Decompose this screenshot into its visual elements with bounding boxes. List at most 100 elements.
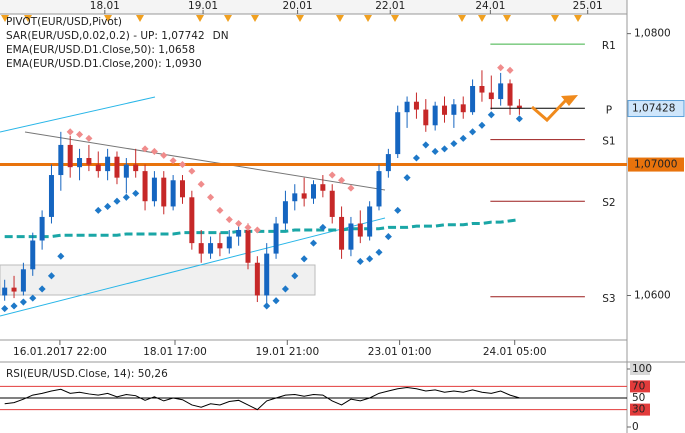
event-marker bbox=[251, 15, 259, 22]
candle-body bbox=[67, 144, 73, 168]
event-markers bbox=[1, 15, 582, 22]
sar-dot bbox=[178, 161, 187, 169]
candle-body bbox=[470, 86, 476, 113]
y-tick-label: 0 bbox=[632, 421, 639, 433]
sar-dot bbox=[272, 297, 280, 305]
candle-body bbox=[507, 83, 513, 106]
candle-body bbox=[479, 86, 485, 93]
pivot-label: S3 bbox=[602, 293, 615, 305]
candle-body bbox=[217, 243, 223, 249]
current-price-tag bbox=[627, 100, 685, 118]
sar-dot bbox=[515, 115, 523, 123]
sar-dot bbox=[478, 121, 486, 129]
forecast-arrow bbox=[531, 98, 568, 123]
trend-line bbox=[0, 96, 156, 133]
trend-line bbox=[24, 131, 386, 191]
legend-entry: SAR(EUR/USD,0.02,0.2) - UP: 1,07742 bbox=[6, 30, 205, 42]
event-marker bbox=[24, 15, 32, 22]
sar-dot bbox=[338, 176, 346, 184]
sar-dot bbox=[235, 219, 243, 228]
candle-body bbox=[2, 287, 8, 296]
sar-dot bbox=[487, 111, 495, 119]
candle-body bbox=[442, 105, 448, 115]
candle-body bbox=[273, 223, 279, 254]
candle-body bbox=[123, 164, 129, 178]
candle-body bbox=[105, 156, 111, 172]
y-tick-box bbox=[630, 403, 650, 416]
candle-body bbox=[198, 243, 204, 254]
candle-body bbox=[11, 287, 17, 292]
y-tick-label: 70 bbox=[632, 380, 645, 392]
event-marker bbox=[104, 15, 112, 22]
sar-dot bbox=[47, 272, 56, 280]
event-marker bbox=[1, 15, 9, 22]
price-level-tag bbox=[628, 157, 684, 172]
candle-body bbox=[133, 164, 139, 172]
sar-dot bbox=[85, 134, 93, 142]
candle-body bbox=[516, 105, 522, 109]
sar-dot bbox=[122, 193, 130, 201]
x-tick-label: 25.01 bbox=[573, 0, 603, 12]
candle-body bbox=[498, 83, 504, 100]
sar-dot bbox=[497, 64, 505, 72]
x-tick-label: 16.01.2017 22:00 bbox=[13, 346, 107, 358]
candle-body bbox=[395, 112, 401, 155]
candle-body bbox=[329, 190, 335, 217]
event-marker bbox=[224, 15, 232, 22]
candle-body bbox=[460, 104, 466, 113]
y-tick-label: 100 bbox=[632, 363, 652, 375]
candle-body bbox=[451, 104, 457, 115]
sar-dot bbox=[94, 206, 102, 214]
sar-dot bbox=[431, 147, 439, 156]
candle-body bbox=[311, 184, 316, 199]
sar-dot bbox=[366, 255, 374, 263]
sar-dot bbox=[19, 298, 27, 306]
sar-dot bbox=[1, 305, 9, 313]
x-tick-label: 24.01 bbox=[475, 0, 505, 12]
panel-title: RSI(EUR/USD.Close, 14): 50,26 bbox=[6, 368, 168, 380]
sar-dot bbox=[450, 140, 458, 148]
sar-dot bbox=[281, 285, 289, 293]
candle-body bbox=[339, 216, 345, 250]
sar-dot bbox=[225, 216, 233, 224]
candle-body bbox=[404, 101, 410, 113]
sar-dot bbox=[263, 302, 271, 310]
sar-dot bbox=[244, 223, 252, 231]
sar-dot bbox=[150, 147, 158, 156]
pivot-label: R1 bbox=[602, 40, 616, 52]
sar-dot bbox=[113, 197, 121, 205]
candle-body bbox=[95, 164, 101, 172]
sar-dot bbox=[469, 128, 477, 136]
sar-dot bbox=[197, 180, 205, 188]
candle-body bbox=[77, 158, 83, 168]
event-marker bbox=[196, 15, 204, 22]
event-marker bbox=[136, 15, 144, 22]
pivot-label: S1 bbox=[602, 136, 615, 148]
event-marker bbox=[336, 15, 344, 22]
sar-dot bbox=[506, 66, 514, 74]
y-tick-label: 1,0600 bbox=[634, 289, 671, 301]
candle-body bbox=[385, 154, 391, 172]
y-tick-box bbox=[630, 380, 650, 393]
sar-dot bbox=[29, 294, 37, 302]
candle-body bbox=[48, 175, 54, 217]
candle-body bbox=[301, 193, 307, 199]
current-price-label: 1,07428 bbox=[632, 103, 675, 115]
legend-entry: EMA(EUR/USD.D1.Close,50): 1,0658 bbox=[6, 44, 195, 56]
y-tick-label: 30 bbox=[632, 404, 645, 416]
candle-body bbox=[282, 201, 288, 224]
sar-dot bbox=[104, 202, 112, 210]
candle-body bbox=[423, 109, 429, 126]
sar-dot bbox=[38, 285, 46, 293]
sar-dot bbox=[160, 151, 168, 159]
candle-body bbox=[320, 184, 326, 191]
rsi-line bbox=[4, 387, 520, 411]
event-marker bbox=[364, 15, 372, 22]
x-tick-label: 19.01 21:00 bbox=[255, 346, 319, 358]
sar-dot bbox=[403, 174, 411, 182]
sar-dot bbox=[216, 206, 224, 214]
y-tick-box bbox=[630, 363, 650, 375]
legend-entry: EMA(EUR/USD.D1.Close,200): 1,0930 bbox=[6, 58, 202, 70]
candle-body bbox=[245, 230, 251, 263]
